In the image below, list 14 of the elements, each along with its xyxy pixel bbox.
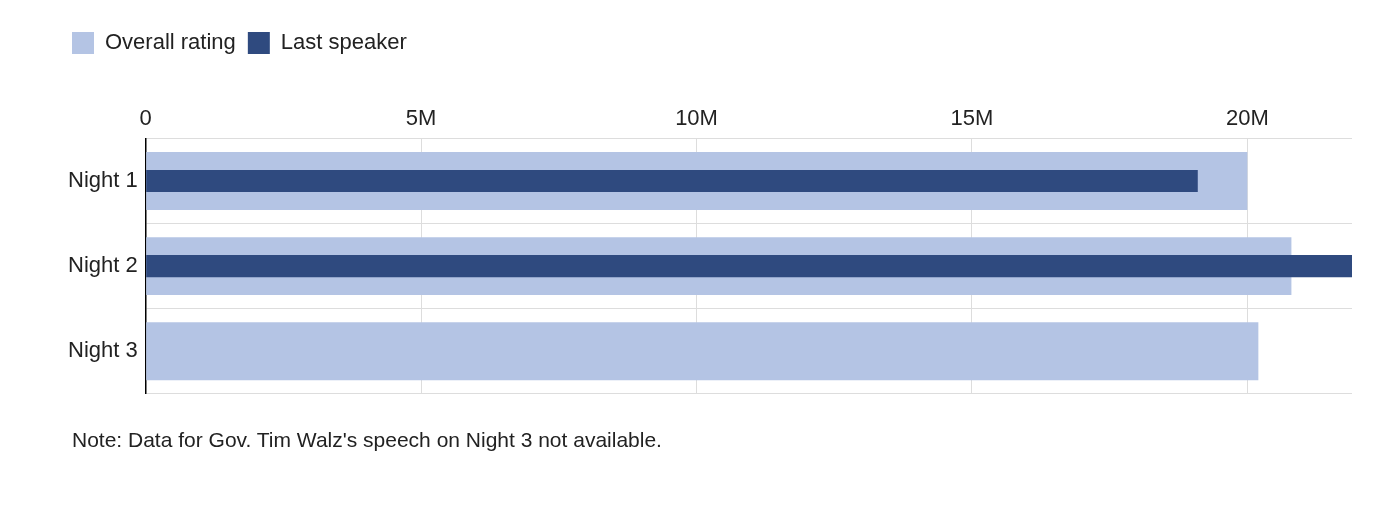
y-tick-label: Night 3	[67, 337, 138, 363]
legend-label: Overall rating	[105, 29, 236, 55]
x-tick-label: 15M	[950, 105, 994, 131]
y-tick-label: Night 2	[67, 252, 138, 278]
bar	[146, 169, 1198, 193]
x-tick-label: 10M	[675, 105, 718, 131]
bar	[146, 255, 1352, 278]
x-tick-label: 20M	[1225, 105, 1269, 131]
y-tick-label: Night 1	[67, 167, 138, 193]
x-tick-label: 5M	[405, 105, 437, 131]
text: Note: Data for Gov. Tim Walz's speech on Night 3 not available.	[72, 428, 662, 452]
bar	[146, 322, 1259, 381]
legend-label: Last speaker	[280, 29, 407, 55]
x-tick-label: 0	[139, 105, 152, 131]
